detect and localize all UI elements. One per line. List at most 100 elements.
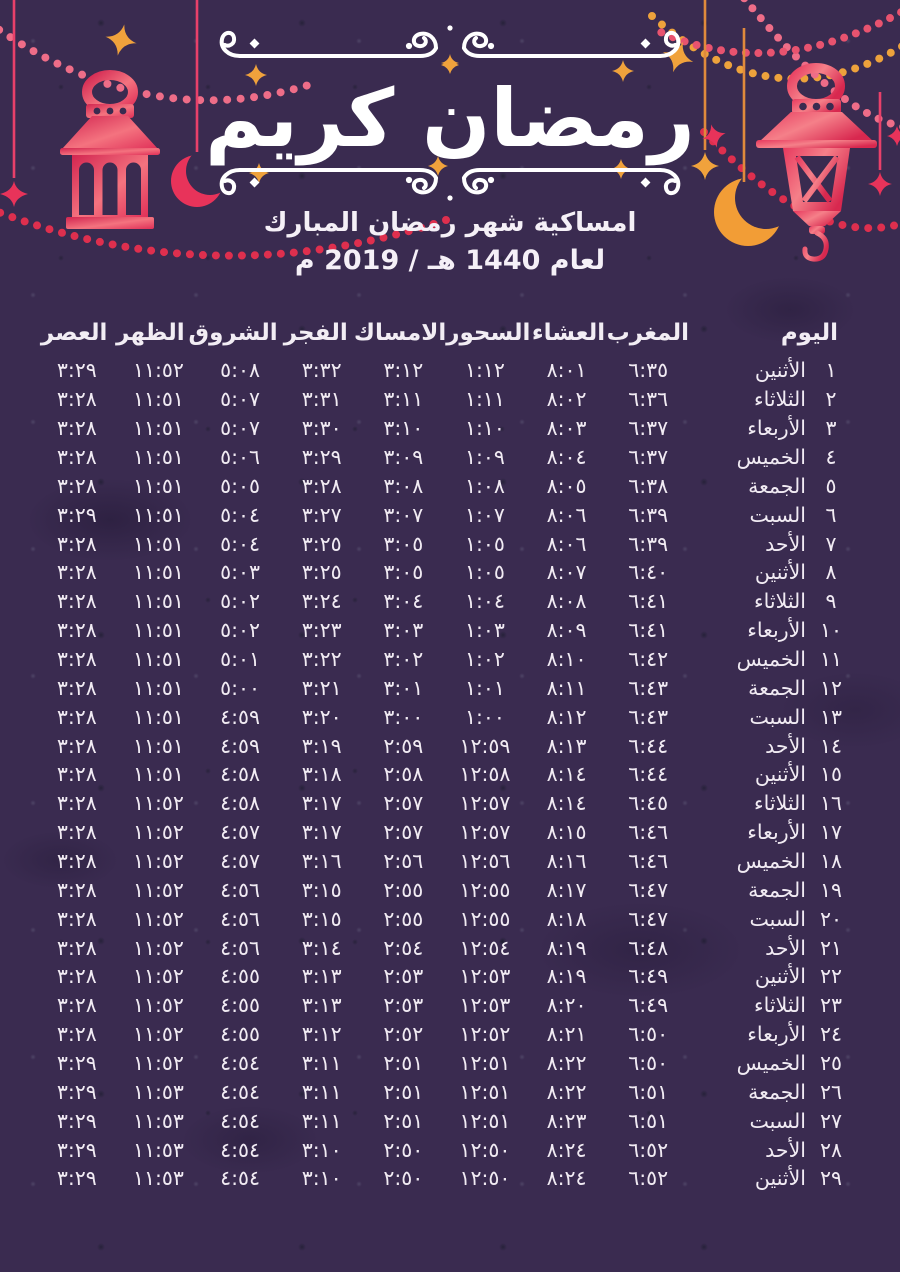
time-cell-asr: ٣:٢٨ [56, 964, 97, 989]
table-row: ٢٠ السبت ٦:٤٧ ٨:١٨ ١٢:٥٥ ٢:٥٥ ٣:١٥ ٤:٥٦ … [36, 904, 844, 933]
time-cell-maghrib: ٦:٤٧ [628, 906, 669, 931]
time-cell-fajr: ٣:٣١ [301, 387, 342, 412]
time-cell-suhoor: ١٢:٥٨ [459, 762, 511, 787]
day-number: ١٢ [819, 675, 843, 700]
time-cell-asr: ٣:٢٩ [56, 1051, 97, 1076]
time-cell-asr: ٣:٢٨ [56, 647, 97, 672]
time-cell-isha: ٨:١٥ [546, 820, 587, 845]
time-cell-isha: ٨:١١ [546, 675, 587, 700]
time-cell-asr: ٣:٢٩ [56, 1108, 97, 1133]
time-cell-shorouk: ٤:٥٤ [220, 1051, 261, 1076]
table-row: ١٨ الخميس ٦:٤٦ ٨:١٦ ١٢:٥٦ ٢:٥٦ ٣:١٦ ٤:٥٧… [36, 847, 844, 876]
time-cell-dhuhr: ١١:٥٣ [132, 1166, 184, 1191]
time-cell-suhoor: ١٢:٥٥ [459, 906, 511, 931]
time-cell-dhuhr: ١١:٥١ [132, 387, 184, 412]
day-name: الجمعة [748, 1079, 806, 1104]
time-cell-dhuhr: ١١:٥٢ [132, 1051, 184, 1076]
time-cell-isha: ٨:١٨ [546, 906, 587, 931]
time-cell-shorouk: ٤:٥٥ [220, 964, 261, 989]
day-number: ١٧ [819, 820, 843, 845]
time-cell-suhoor: ١:٠١ [464, 675, 505, 700]
day-cell: ٢ الثلاثاء [689, 387, 844, 411]
day-name: الخميس [736, 1051, 806, 1076]
time-cell-isha: ٨:٢٤ [546, 1166, 587, 1191]
time-cell-fajr: ٣:٢٨ [301, 473, 342, 498]
time-cell-asr: ٣:٢٩ [56, 1137, 97, 1162]
time-cell-dhuhr: ١١:٥١ [132, 675, 184, 700]
time-cell-asr: ٣:٢٨ [56, 906, 97, 931]
time-cell-imsak: ٢:٥٤ [383, 935, 424, 960]
time-cell-suhoor: ١:٠٧ [464, 502, 505, 527]
time-cell-fajr: ٣:٢٥ [301, 531, 342, 556]
table-row: ٤ الخميس ٦:٣٧ ٨:٠٤ ١:٠٩ ٣:٠٩ ٣:٢٩ ٥:٠٦ ١… [36, 443, 844, 472]
time-cell-asr: ٣:٢٩ [56, 358, 97, 383]
time-cell-shorouk: ٤:٥٦ [220, 877, 261, 902]
day-number: ١٨ [819, 849, 843, 874]
time-cell-fajr: ٣:٢٠ [301, 704, 342, 729]
time-cell-fajr: ٣:١١ [301, 1079, 342, 1104]
day-cell: ٧ الأحد [689, 532, 844, 556]
time-cell-imsak: ٣:٠١ [383, 675, 424, 700]
header-dhuhr: الظهر [116, 320, 185, 346]
header-fajr: الفجر [283, 320, 348, 346]
time-cell-isha: ٨:١٩ [546, 935, 587, 960]
time-cell-shorouk: ٤:٥٤ [220, 1166, 261, 1191]
day-name: الأثنين [754, 964, 806, 989]
day-number: ١١ [819, 647, 843, 672]
day-name: السبت [749, 502, 806, 527]
time-cell-isha: ٨:١٧ [546, 877, 587, 902]
time-cell-imsak: ٣:١٠ [383, 416, 424, 441]
time-cell-fajr: ٣:١٢ [301, 1022, 342, 1047]
day-cell: ٢١ الأحد [689, 936, 844, 960]
day-name: الثلاثاء [754, 589, 806, 614]
time-cell-asr: ٣:٢٨ [56, 935, 97, 960]
day-cell: ١١ الخميس [689, 647, 844, 671]
time-cell-imsak: ٢:٥١ [383, 1079, 424, 1104]
time-cell-suhoor: ١:١١ [464, 387, 505, 412]
day-number: ٦ [825, 502, 837, 527]
time-cell-suhoor: ١:٠٤ [464, 589, 505, 614]
day-cell: ١٨ الخميس [689, 849, 844, 873]
time-cell-shorouk: ٤:٥٤ [220, 1079, 261, 1104]
year-line: لعام 1440 هـ / 2019 م [294, 245, 606, 276]
header-shorouk: الشروق [188, 320, 278, 346]
time-cell-shorouk: ٤:٥٥ [220, 1022, 261, 1047]
time-cell-shorouk: ٤:٥٧ [220, 849, 261, 874]
time-cell-imsak: ٣:٠٨ [383, 473, 424, 498]
time-cell-shorouk: ٥:٠٧ [220, 416, 261, 441]
day-number: ٤ [825, 445, 837, 469]
day-number: ١٥ [819, 762, 843, 787]
day-name: الأربعاء [747, 618, 806, 643]
time-cell-imsak: ٣:٠٥ [383, 531, 424, 556]
time-cell-isha: ٨:٠٦ [546, 502, 587, 527]
time-cell-asr: ٣:٢٨ [56, 791, 97, 816]
day-cell: ٢٣ الثلاثاء [689, 993, 844, 1017]
time-cell-maghrib: ٦:٤٩ [628, 964, 669, 989]
day-name: الأثنين [754, 560, 806, 585]
time-cell-asr: ٣:٢٨ [56, 589, 97, 614]
time-cell-asr: ٣:٢٨ [56, 1022, 97, 1047]
day-cell: ١٥ الأثنين [689, 762, 844, 786]
time-cell-maghrib: ٦:٥٠ [628, 1051, 669, 1076]
time-cell-imsak: ٢:٥٦ [383, 849, 424, 874]
day-number: ٢٢ [819, 964, 843, 989]
table-row: ٢ الثلاثاء ٦:٣٦ ٨:٠٢ ١:١١ ٣:١١ ٣:٣١ ٥:٠٧… [36, 385, 844, 414]
time-cell-imsak: ٢:٥٣ [383, 964, 424, 989]
time-cell-maghrib: ٦:٣٧ [628, 445, 669, 469]
time-cell-asr: ٣:٢٨ [56, 877, 97, 902]
time-cell-imsak: ٢:٥٧ [383, 791, 424, 816]
time-cell-shorouk: ٤:٥٧ [220, 820, 261, 845]
day-number: ٩ [825, 589, 837, 614]
time-cell-asr: ٣:٢٨ [56, 445, 97, 469]
time-cell-suhoor: ١:٠٨ [464, 473, 505, 498]
time-cell-maghrib: ٦:٣٦ [628, 387, 669, 412]
table-row: ٢٤ الأربعاء ٦:٥٠ ٨:٢١ ١٢:٥٢ ٢:٥٢ ٣:١٢ ٤:… [36, 1020, 844, 1049]
day-name: الثلاثاء [754, 387, 806, 412]
table-row: ٢١ الأحد ٦:٤٨ ٨:١٩ ١٢:٥٤ ٢:٥٤ ٣:١٤ ٤:٥٦ … [36, 933, 844, 962]
day-name: الأحد [765, 1137, 806, 1162]
time-cell-asr: ٣:٢٨ [56, 416, 97, 441]
time-cell-dhuhr: ١١:٥٣ [132, 1137, 184, 1162]
table-row: ١٤ الأحد ٦:٤٤ ٨:١٣ ١٢:٥٩ ٢:٥٩ ٣:١٩ ٤:٥٩ … [36, 731, 844, 760]
time-cell-maghrib: ٦:٤٢ [628, 647, 669, 672]
time-cell-dhuhr: ١١:٥٢ [132, 935, 184, 960]
